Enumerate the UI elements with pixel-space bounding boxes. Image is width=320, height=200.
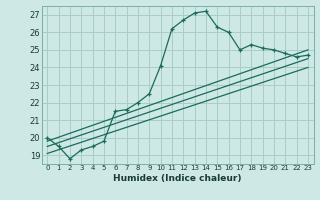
- X-axis label: Humidex (Indice chaleur): Humidex (Indice chaleur): [113, 174, 242, 183]
